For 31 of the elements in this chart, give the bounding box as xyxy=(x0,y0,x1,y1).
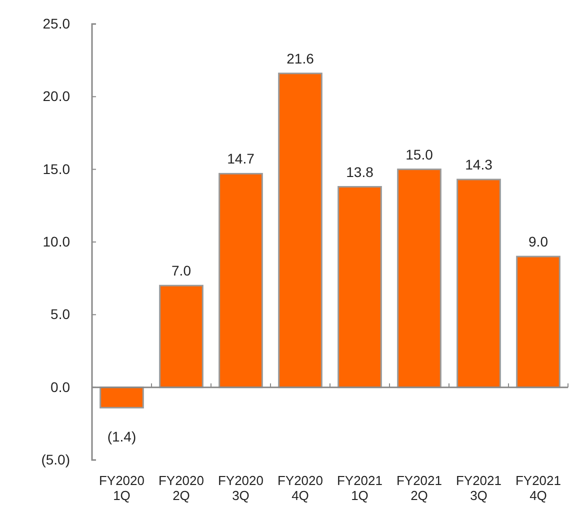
y-tick-label: 15.0 xyxy=(42,160,70,177)
y-tick-label: 25.0 xyxy=(42,15,70,32)
bar xyxy=(218,172,263,388)
data-label: (1.4) xyxy=(107,428,136,445)
x-tick-label: FY2021 2Q xyxy=(396,473,442,503)
data-label: 14.3 xyxy=(465,156,493,173)
x-tick-label: FY2020 3Q xyxy=(218,473,264,503)
y-tick-label: 0.0 xyxy=(50,378,70,395)
bar xyxy=(278,72,322,388)
x-tick-label: FY2021 1Q xyxy=(336,473,383,503)
y-tick-label: 10.0 xyxy=(42,233,70,250)
data-label: 9.0 xyxy=(528,234,548,250)
data-label: 7.0 xyxy=(172,262,192,279)
x-tick-label: FY2021 4Q xyxy=(515,473,562,503)
data-label: 13.8 xyxy=(346,164,374,180)
bar xyxy=(397,168,442,388)
x-tick-label: FY2021 3Q xyxy=(456,473,502,503)
bar xyxy=(159,284,204,388)
y-tick-label: 5.0 xyxy=(50,306,70,322)
bar xyxy=(516,256,560,388)
y-tick-label: (5.0) xyxy=(41,451,70,468)
y-tick-label: 20.0 xyxy=(42,88,70,104)
bar xyxy=(338,186,382,388)
data-label: 21.6 xyxy=(286,50,314,66)
data-label: 15.0 xyxy=(406,146,434,162)
x-tick-label: FY2020 4Q xyxy=(277,473,324,503)
x-tick-label: FY2020 2Q xyxy=(158,473,204,503)
bar xyxy=(100,386,144,408)
x-tick-label: FY2020 1Q xyxy=(98,473,145,503)
data-label: 14.7 xyxy=(227,150,255,167)
bar xyxy=(456,178,501,388)
